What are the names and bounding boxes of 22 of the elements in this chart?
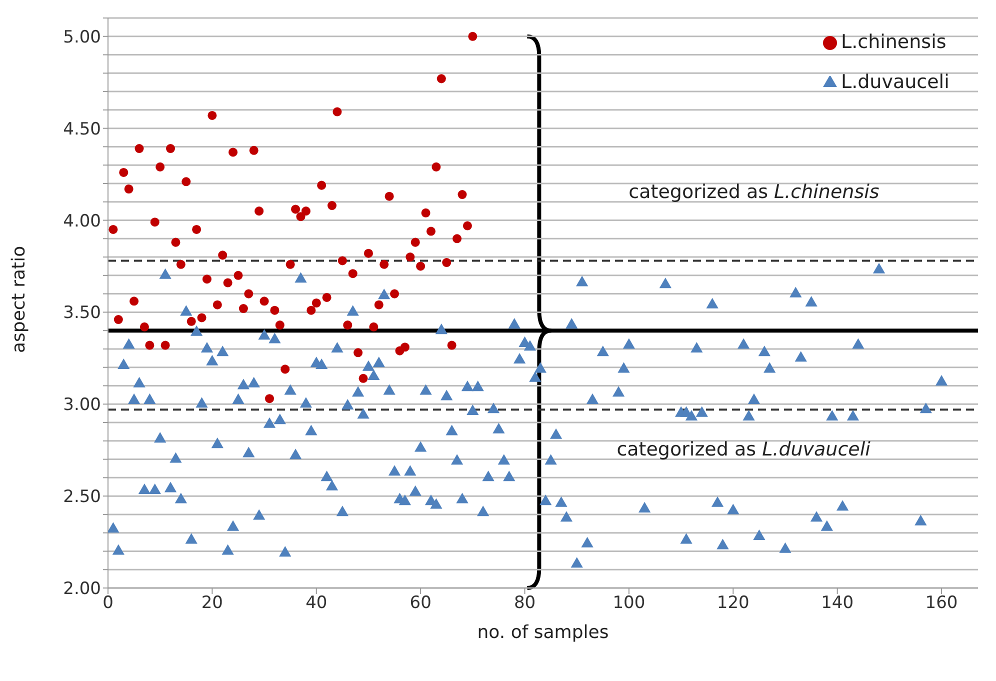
y-tick-label: 4.50 bbox=[63, 119, 101, 140]
x-tick-label: 40 bbox=[306, 593, 328, 614]
x-axis-title: no. of samples bbox=[477, 622, 609, 643]
x-tick-label: 60 bbox=[410, 593, 432, 614]
x-tick-label: 80 bbox=[514, 593, 536, 614]
x-tick-label: 20 bbox=[201, 593, 224, 614]
y-axis-title: aspect ratio bbox=[8, 246, 30, 353]
y-tick-label: 2.00 bbox=[63, 579, 101, 600]
y-tick-label: 5.00 bbox=[63, 27, 101, 48]
y-tick-label: 3.00 bbox=[63, 395, 101, 416]
x-tick-label: 100 bbox=[612, 593, 646, 614]
x-tick-label: 160 bbox=[925, 593, 958, 614]
y-tick-label: 2.50 bbox=[63, 487, 101, 508]
x-tick-label: 120 bbox=[716, 593, 750, 614]
y-tick-label: 3.50 bbox=[63, 303, 101, 324]
y-tick-label: 4.00 bbox=[63, 211, 101, 232]
annotation: categorized as L.duvauceli bbox=[616, 438, 872, 461]
x-tick-label: 140 bbox=[821, 593, 854, 614]
annotation: categorized as L.chinensis bbox=[628, 181, 880, 204]
legend-label: L.chinensis bbox=[841, 31, 946, 53]
legend-label: L.duvauceli bbox=[841, 71, 950, 93]
x-tick-label: 0 bbox=[102, 593, 114, 614]
